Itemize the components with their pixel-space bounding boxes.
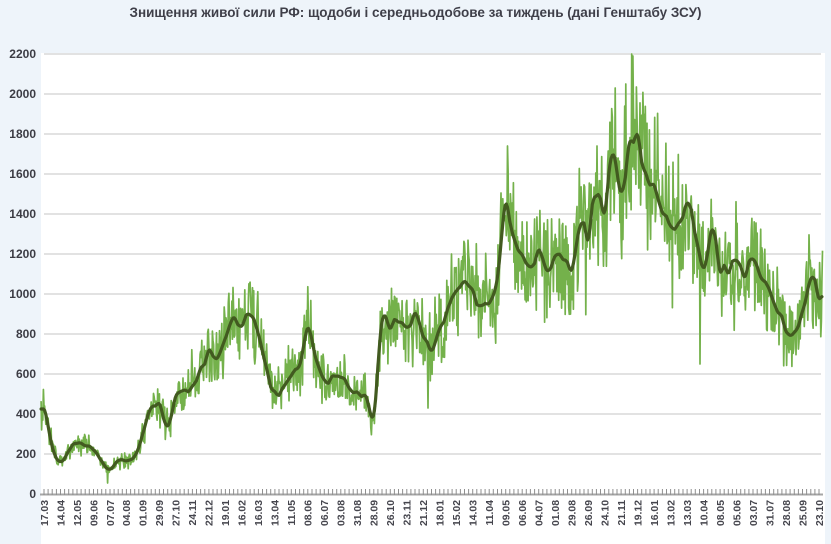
weekly-average-line: [39, 132, 824, 471]
x-tick-label: 08.06: [304, 500, 315, 526]
x-tick-label: 07.07: [106, 500, 117, 526]
x-axis-labels: 17.03 14.04 12.05 09.06 07.07 04.08 01.09 29.09…: [40, 500, 826, 526]
x-tick-label: 06.07: [320, 500, 331, 526]
x-tick-label: 28.09: [370, 500, 381, 526]
y-tick-label: 1800: [9, 127, 36, 141]
x-tick-label: 09.05: [502, 500, 513, 526]
y-axis-labels: 0 200 400 600 800 1000 1200 1400 1600 1800 2000 220…: [9, 47, 36, 501]
x-tick-label: 04.08: [122, 500, 133, 526]
x-tick-label: 01.08: [551, 500, 562, 526]
x-tick-label: 10.04: [699, 500, 710, 526]
x-tick-label: 11.05: [287, 500, 298, 526]
x-tick-label: 24.11: [188, 500, 199, 526]
x-tick-label: 16.01: [650, 500, 661, 526]
x-tick-label: 23.10: [815, 500, 826, 526]
y-tick-label: 2000: [9, 87, 36, 101]
y-tick-label: 200: [16, 447, 36, 461]
x-tick-label: 11.04: [485, 500, 496, 526]
x-tick-label: 29.09: [155, 500, 166, 526]
x-tick-label: 16.02: [238, 500, 249, 526]
x-tick-label: 03.07: [749, 500, 760, 526]
x-tick-label: 12.05: [73, 500, 84, 526]
y-tick-label: 0: [29, 487, 36, 501]
y-tick-label: 2200: [9, 47, 36, 61]
x-tick-label: 25.09: [798, 500, 809, 526]
x-tick-label: 21.11: [617, 500, 628, 526]
x-tick-label: 13.04: [271, 500, 282, 526]
x-tick-label: 13.03: [683, 500, 694, 526]
x-tick-label: 18.01: [436, 500, 447, 526]
x-tick-label: 15.02: [452, 500, 463, 526]
x-tick-label: 28.08: [782, 500, 793, 526]
plot-area: [41, 53, 825, 544]
x-tick-label: 06.06: [518, 500, 529, 526]
x-tick-label: 04.07: [535, 500, 546, 526]
y-tick-label: 1600: [9, 167, 36, 181]
x-tick-label: 13.02: [666, 500, 677, 526]
y-tick-label: 600: [16, 367, 36, 381]
x-tick-label: 17.03: [40, 500, 51, 526]
x-tick-label: 26.10: [386, 500, 397, 526]
x-tick-label: 21.12: [419, 500, 430, 526]
x-tick-label: 19.12: [633, 500, 644, 526]
x-tick-label: 16.03: [254, 500, 265, 526]
chart-title: Знищення живої сили РФ: щодоби і середнь…: [129, 5, 702, 20]
x-tick-label: 23.11: [403, 500, 414, 526]
y-tick-label: 800: [16, 327, 36, 341]
x-tick-label: 27.10: [172, 500, 183, 526]
x-tick-label: 09.06: [89, 500, 100, 526]
y-tick-label: 400: [16, 407, 36, 421]
x-axis-ticks: [43, 489, 820, 495]
x-tick-label: 03.08: [337, 500, 348, 526]
x-tick-label: 14.03: [469, 500, 480, 526]
x-tick-label: 26.09: [584, 500, 595, 526]
x-tick-label: 19.01: [221, 500, 232, 526]
y-tick-label: 1200: [9, 247, 36, 261]
x-tick-label: 31.07: [765, 500, 776, 526]
x-tick-label: 22.12: [205, 500, 216, 526]
x-tick-label: 31.08: [353, 500, 364, 526]
x-tick-label: 01.09: [139, 500, 150, 526]
x-tick-label: 29.08: [568, 500, 579, 526]
x-tick-label: 24.10: [600, 500, 611, 526]
x-tick-label: 08.05: [716, 500, 727, 526]
x-tick-label: 14.04: [56, 500, 67, 526]
x-tick-label: 05.06: [732, 500, 743, 526]
y-tick-label: 1400: [9, 207, 36, 221]
y-tick-label: 1000: [9, 287, 36, 301]
